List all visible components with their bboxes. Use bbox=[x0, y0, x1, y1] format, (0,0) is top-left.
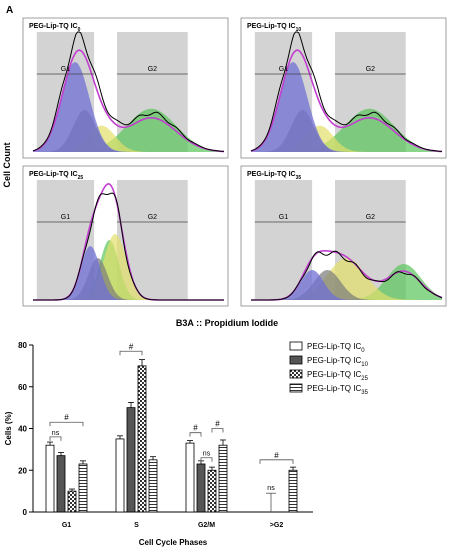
panel-frame bbox=[240, 17, 447, 159]
panel-title: PEG-Lip-TQ IC35 bbox=[247, 171, 301, 181]
bar-G1-0 bbox=[45, 444, 55, 513]
g1-fit-curve bbox=[33, 246, 224, 300]
legend-label-35: PEG-Lip-TQ IC35 bbox=[307, 384, 369, 396]
sig-bracket-g1-hash bbox=[49, 421, 84, 427]
sig-bracket-g2m-hash-a-label: # bbox=[193, 424, 198, 433]
y-axis-label: Cells (%) bbox=[4, 411, 13, 445]
panel-title: PEG-Lip-TQ IC25 bbox=[29, 171, 83, 181]
bar-S-25 bbox=[137, 365, 147, 513]
x-axis-label: Cell Cycle Phases bbox=[139, 538, 208, 547]
histogram-trace bbox=[32, 31, 225, 152]
x-tick-label: >G2 bbox=[270, 522, 284, 529]
panel-frame bbox=[240, 165, 447, 307]
flow-panel-ic25: G1 G2 PEG-Lip-TQ IC25 bbox=[22, 165, 229, 307]
panel-frame bbox=[22, 165, 229, 307]
sig-bracket-g2m-hash-b-label: # bbox=[215, 420, 220, 429]
panel-title: PEG-Lip-TQ IC10 bbox=[247, 23, 301, 33]
x-tick-label: G2/M bbox=[198, 522, 215, 529]
flow-panel-ic35: G1 G2 PEG-Lip-TQ IC35 bbox=[240, 165, 447, 307]
legend-label-25: PEG-Lip-TQ IC25 bbox=[307, 370, 369, 382]
bar-G2/M-35 bbox=[218, 444, 228, 513]
x-tick-label: G1 bbox=[62, 522, 71, 529]
flow-panel-ic10: G1 G2 PEG-Lip-TQ IC10 bbox=[240, 17, 447, 159]
bar-G2/M-0 bbox=[185, 442, 195, 513]
legend-label-10: PEG-Lip-TQ IC10 bbox=[307, 356, 369, 368]
sig-bracket-s-hash-label: # bbox=[129, 342, 134, 351]
flow-panel-ic0: G1 G2 PEG-Lip-TQ IC0 bbox=[22, 17, 229, 159]
y-tick-label: 20 bbox=[18, 466, 27, 475]
flow-x-axis-label: B3A :: Propidium Iodide bbox=[176, 318, 278, 328]
bar-G1-35 bbox=[78, 463, 88, 513]
bar->G2-35 bbox=[288, 469, 298, 513]
model-fit-curve bbox=[250, 49, 443, 153]
gate-g1-label: G1 bbox=[279, 66, 288, 73]
g1-fit-curve bbox=[251, 62, 442, 152]
sig-bracket-gt2-hash bbox=[259, 459, 294, 464]
sig-bracket-g2m-ns bbox=[200, 457, 213, 462]
g1-fit-curve bbox=[251, 270, 442, 300]
legend-swatch-10 bbox=[289, 355, 303, 365]
bar-G1-25 bbox=[67, 490, 77, 513]
g2-fit-curve bbox=[33, 108, 224, 152]
panel-title: PEG-Lip-TQ IC0 bbox=[29, 23, 81, 33]
sig-bracket-g2m-ns-label: ns bbox=[203, 451, 211, 458]
gate-g2-label: G2 bbox=[148, 214, 157, 221]
sig-bracket-g2m-hash-b bbox=[211, 428, 224, 433]
gate-g2-label: G2 bbox=[148, 66, 157, 73]
gate-g1-label: G1 bbox=[61, 214, 70, 221]
sig-bracket-g2m-hash-a bbox=[189, 432, 202, 437]
flow-y-axis-label: Cell Count bbox=[2, 143, 12, 188]
y-tick-label: 0 bbox=[23, 508, 28, 517]
histogram-trace bbox=[33, 192, 224, 301]
gate-g2-label: G2 bbox=[366, 214, 375, 221]
sig-bracket-g1-ns-label: ns bbox=[52, 430, 60, 437]
model-fit-curve bbox=[32, 49, 225, 153]
s-fit-curve bbox=[251, 258, 442, 300]
gate-g2-label: G2 bbox=[366, 66, 375, 73]
g2-fit-curve bbox=[251, 108, 442, 152]
panel-letter: A bbox=[6, 5, 13, 16]
bar-S-35 bbox=[148, 459, 158, 513]
x-tick-label: S bbox=[134, 522, 139, 529]
sig-bracket-s-hash bbox=[119, 350, 143, 356]
sig-bracket-g1-hash-label: # bbox=[64, 413, 69, 422]
legend-swatch-35 bbox=[289, 383, 303, 393]
bar-S-0 bbox=[115, 438, 125, 513]
y-tick-label: 80 bbox=[18, 341, 27, 350]
histogram-trace bbox=[250, 31, 443, 152]
sig-bracket-g1-ns bbox=[49, 436, 62, 441]
gate-g1-label: G1 bbox=[61, 66, 70, 73]
bar-G2/M-25 bbox=[207, 469, 217, 513]
g2-fit-curve bbox=[251, 264, 442, 300]
y-tick-label: 40 bbox=[18, 425, 27, 434]
bar-G1-10 bbox=[56, 455, 66, 513]
y-tick-label: 60 bbox=[18, 383, 27, 392]
legend-label-0: PEG-Lip-TQ IC0 bbox=[307, 342, 365, 354]
bar-G2/M-10 bbox=[196, 463, 206, 513]
g1-secondary-curve bbox=[251, 270, 442, 300]
panel-frame bbox=[22, 17, 229, 159]
bar-chart: 0 20 40 60 80 Cells (%) Cell Cycle Phases G1 S G2… bbox=[4, 341, 369, 547]
histogram-trace bbox=[251, 250, 443, 301]
g1-fit-curve bbox=[33, 62, 224, 152]
bar-S-10 bbox=[126, 407, 136, 513]
legend-swatch-0 bbox=[289, 341, 303, 351]
gate-g1-label: G1 bbox=[279, 214, 288, 221]
sig-bracket-gt2-hash-label: # bbox=[274, 451, 279, 460]
legend-swatch-25 bbox=[289, 369, 303, 379]
sig-marker-gt2-ns-label: ns bbox=[267, 485, 275, 492]
legend: PEG-Lip-TQ IC0 PEG-Lip-TQ IC10 PEG-Lip-TQ … bbox=[289, 341, 369, 396]
